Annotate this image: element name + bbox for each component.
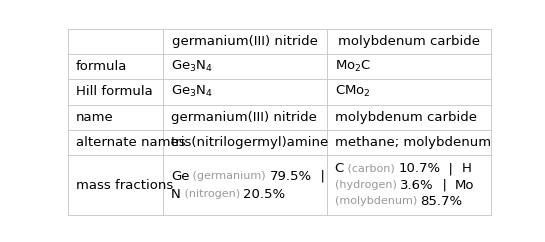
Text: N: N [171, 188, 180, 201]
Text: (germanium): (germanium) [189, 171, 269, 181]
Text: 3.6%: 3.6% [400, 179, 434, 192]
Text: methane; molybdenum: methane; molybdenum [335, 136, 490, 149]
Text: (hydrogen): (hydrogen) [335, 180, 400, 190]
Text: 10.7%: 10.7% [398, 162, 440, 175]
Text: $\mathrm{Mo_2C}$: $\mathrm{Mo_2C}$ [335, 59, 371, 74]
Text: (molybdenum): (molybdenum) [335, 197, 420, 206]
Text: |: | [434, 179, 455, 192]
Text: |: | [440, 162, 462, 175]
Text: $\mathrm{Ge_3N_4}$: $\mathrm{Ge_3N_4}$ [171, 84, 213, 99]
Text: 85.7%: 85.7% [420, 195, 463, 208]
Text: (carbon): (carbon) [344, 164, 398, 174]
Text: germanium(III) nitride: germanium(III) nitride [172, 35, 318, 48]
Text: Mo: Mo [455, 179, 475, 192]
Text: 20.5%: 20.5% [243, 188, 285, 201]
Text: $\mathrm{CMo_2}$: $\mathrm{CMo_2}$ [335, 84, 371, 99]
Text: name: name [76, 111, 113, 124]
Text: C: C [335, 162, 344, 175]
Text: molybdenum carbide: molybdenum carbide [338, 35, 480, 48]
Text: H: H [462, 162, 471, 175]
Text: mass fractions: mass fractions [76, 179, 173, 192]
Text: alternate names: alternate names [76, 136, 185, 149]
Text: Ge: Ge [171, 169, 189, 182]
Text: |: | [312, 169, 324, 182]
Text: molybdenum carbide: molybdenum carbide [335, 111, 477, 124]
Text: tris(nitrilogermyl)amine: tris(nitrilogermyl)amine [171, 136, 329, 149]
Text: 79.5%: 79.5% [269, 169, 312, 182]
Text: formula: formula [76, 60, 127, 73]
Text: $\mathrm{Ge_3N_4}$: $\mathrm{Ge_3N_4}$ [171, 59, 213, 74]
Text: germanium(III) nitride: germanium(III) nitride [171, 111, 317, 124]
Text: Hill formula: Hill formula [76, 85, 153, 98]
Text: (nitrogen): (nitrogen) [180, 189, 243, 199]
